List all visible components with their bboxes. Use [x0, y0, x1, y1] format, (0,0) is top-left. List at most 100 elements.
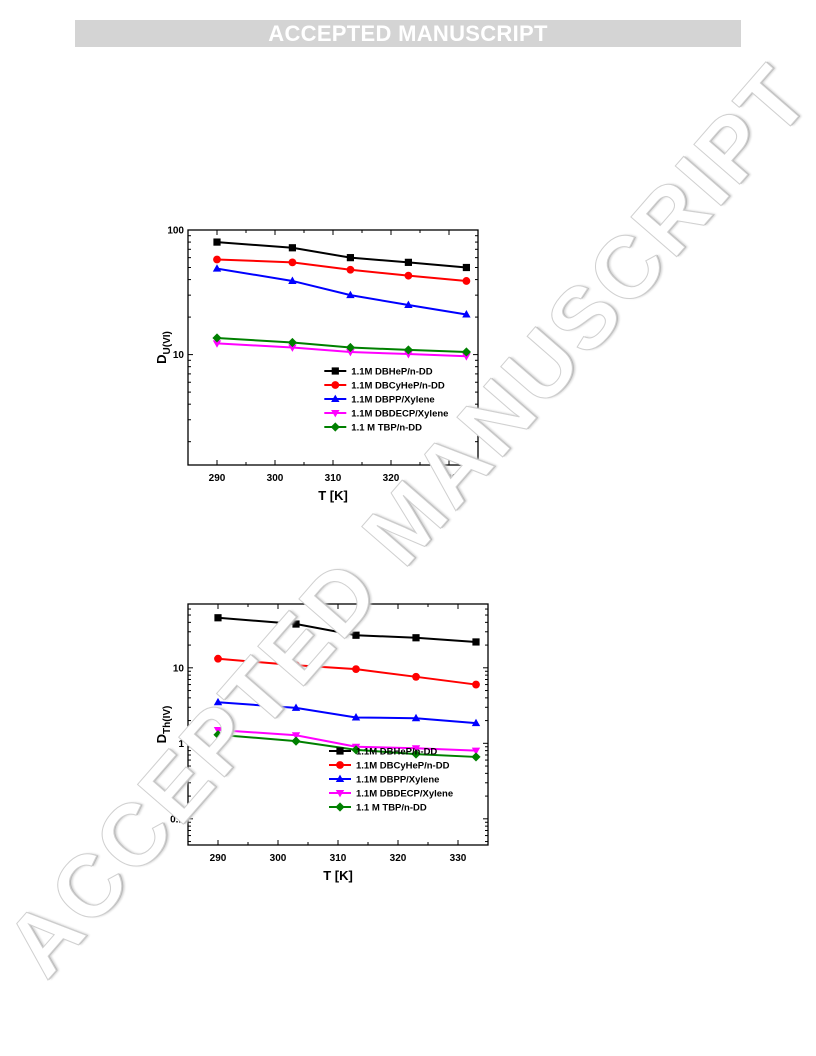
legend-entry: 1.1 M TBP/n-DD — [329, 802, 427, 814]
data-point — [404, 300, 413, 309]
y-axis-label: DU(VI) — [154, 331, 173, 364]
legend-marker — [331, 410, 340, 418]
legend-label: 1.1M DBPP/Xylene — [356, 775, 439, 786]
x-tick-label: 320 — [390, 853, 407, 864]
data-point — [461, 347, 471, 357]
x-axis-label: T [K] — [318, 488, 348, 503]
x-tick-label: 320 — [383, 473, 400, 484]
data-point — [472, 680, 480, 689]
data-point — [412, 634, 420, 642]
legend-label: 1.1M DBDECP/Xylene — [351, 409, 448, 420]
legend-marker — [336, 761, 344, 769]
data-point — [472, 638, 480, 646]
data-point — [352, 631, 360, 639]
data-point — [288, 258, 297, 267]
legend-label: 1.1M DBPP/Xylene — [351, 395, 434, 406]
legend-entry: 1.1M DBPP/Xylene — [329, 775, 439, 786]
data-point — [352, 665, 360, 674]
data-point — [346, 265, 355, 274]
legend-marker — [335, 774, 345, 782]
chart-du-vi: 290 300 310 320 330 10 100 T [K] DU(VI) 1.1M DBHe… — [154, 226, 479, 503]
data-point — [213, 730, 223, 740]
legend-label: 1.1M DBHeP/n-DD — [356, 747, 437, 758]
series-group — [214, 654, 480, 689]
series-line — [216, 267, 467, 316]
series-group — [213, 238, 470, 272]
legend-entry: 1.1M DBDECP/Xylene — [329, 789, 453, 800]
data-point — [471, 752, 481, 762]
legend-entry: 1.1M DBHeP/n-DD — [329, 747, 437, 758]
data-point — [213, 697, 223, 706]
legend-entry: 1.1M DBPP/Xylene — [324, 395, 435, 406]
legend-marker — [331, 367, 339, 375]
legend-marker — [331, 381, 340, 389]
data-point — [288, 276, 297, 284]
series-line — [217, 657, 477, 686]
data-point — [462, 310, 471, 318]
data-point — [288, 244, 296, 252]
legend-label: 1.1M DBCyHeP/n-DD — [351, 381, 445, 392]
data-point — [291, 736, 301, 746]
data-point — [212, 264, 222, 272]
legend-label: 1.1M DBDECP/Xylene — [356, 789, 453, 800]
legend-entry: 1.1M DBDECP/Xylene — [324, 409, 448, 420]
data-point — [462, 263, 470, 272]
legend-label: 1.1M DBCyHeP/n-DD — [356, 761, 450, 772]
series-group — [213, 697, 481, 727]
series-line — [216, 241, 467, 269]
y-tick-label: 100 — [167, 226, 184, 237]
data-point — [411, 713, 421, 722]
data-point — [471, 747, 481, 756]
data-point — [411, 745, 421, 753]
legend-label: 1.1M DBHeP/n-DD — [351, 367, 432, 378]
legend-entry: 1.1M DBHeP/n-DD — [324, 367, 433, 378]
data-point — [291, 703, 301, 711]
legend-marker — [336, 747, 344, 755]
legend-entry: 1.1M DBCyHeP/n-DD — [324, 381, 445, 392]
data-point — [212, 340, 222, 348]
x-tick-label: 300 — [270, 853, 287, 864]
data-point — [412, 672, 420, 681]
data-point — [411, 749, 421, 759]
x-tick-label: 310 — [325, 473, 342, 484]
series-group — [214, 614, 480, 646]
data-point — [403, 345, 413, 355]
chart-dth-iv: 290 300 310 320 330 0.1 1 10 T [K] DTh(IV) 1.1M DB… — [154, 603, 489, 883]
legend-marker — [335, 790, 345, 798]
data-point — [346, 290, 355, 299]
series-line — [216, 258, 467, 282]
data-point — [292, 620, 300, 628]
data-point — [213, 238, 221, 246]
data-point — [404, 351, 413, 359]
data-point — [214, 614, 222, 622]
series-group — [212, 264, 471, 318]
legend-label: 1.1 M TBP/n-DD — [351, 423, 422, 434]
x-tick-label: 290 — [209, 473, 226, 484]
legend-marker — [335, 802, 345, 812]
x-tick-label: 290 — [210, 853, 227, 864]
y-axis-label: DTh(IV) — [154, 706, 173, 744]
x-tick-label: 300 — [267, 473, 284, 484]
accepted-manuscript-banner: ACCEPTED MANUSCRIPT — [75, 20, 741, 47]
legend-entry: 1.1 M TBP/n-DD — [324, 422, 422, 434]
series-line — [217, 616, 477, 643]
data-point — [292, 661, 300, 670]
data-point — [288, 344, 297, 352]
data-point — [462, 353, 471, 361]
legend-label: 1.1 M TBP/n-DD — [356, 803, 427, 814]
data-point — [214, 654, 222, 663]
data-point — [404, 258, 412, 266]
legend-entry: 1.1M DBCyHeP/n-DD — [329, 761, 450, 772]
data-point — [291, 732, 301, 740]
x-tick-label: 330 — [450, 853, 467, 864]
legend-marker — [330, 422, 340, 432]
data-point — [346, 348, 355, 357]
data-point — [212, 333, 222, 343]
y-tick-label: 10 — [173, 663, 185, 674]
series-group — [213, 255, 471, 285]
data-point — [351, 713, 361, 721]
y-tick-label: 0.1 — [170, 814, 184, 825]
data-point — [471, 718, 481, 727]
y-tick-label: 10 — [173, 350, 185, 361]
y-tick-label: 1 — [178, 739, 184, 750]
